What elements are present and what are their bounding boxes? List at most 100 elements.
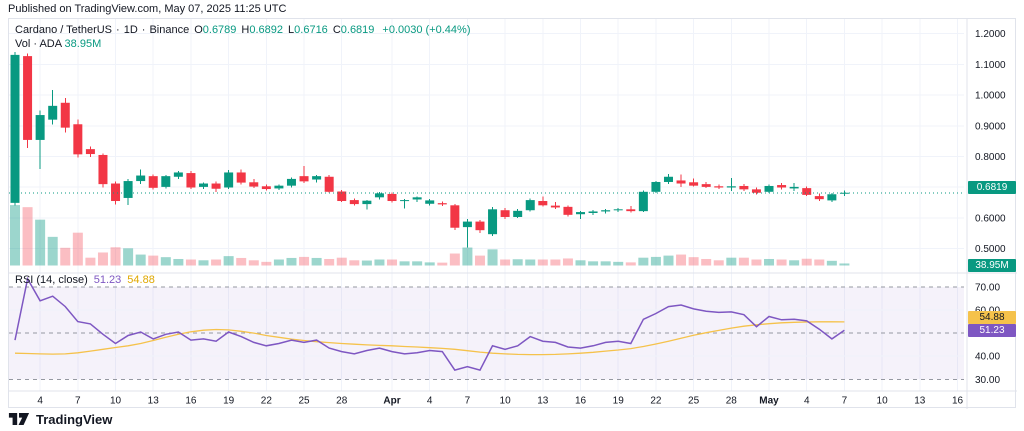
tradingview-brand-text: TradingView (36, 411, 113, 427)
axis-borders (9, 19, 1017, 409)
candle (613, 209, 623, 211)
axis-label: 0.8000 (975, 152, 1006, 163)
axis-label: 7 (465, 396, 471, 407)
rsi-value: 51.23 (93, 274, 122, 286)
candle (425, 200, 435, 204)
volume-bar (361, 260, 372, 266)
volume-bar (223, 256, 234, 266)
volume-bar (324, 258, 335, 266)
candle (249, 182, 259, 187)
volume-bar (273, 259, 284, 266)
volume-bar (814, 259, 825, 266)
volume-bar (349, 260, 360, 266)
candle (412, 197, 422, 200)
candle (802, 188, 812, 195)
rsi-value-badge: 51.23 (968, 324, 1016, 337)
candle (136, 175, 146, 182)
axis-label: 13 (914, 396, 926, 407)
candle (525, 200, 535, 211)
tradingview-logo-icon (8, 413, 30, 425)
candle (676, 180, 686, 184)
volume-bar (638, 257, 649, 266)
rsi-line (14, 276, 845, 371)
candle (550, 205, 560, 208)
candle (751, 189, 761, 193)
volume-bar (299, 256, 310, 266)
volume-bar (588, 261, 599, 266)
axis-label: 22 (650, 396, 662, 407)
candle (726, 186, 736, 188)
candle (236, 172, 246, 183)
volume-bar (537, 259, 548, 266)
volume-bar (487, 249, 498, 266)
candle (299, 176, 309, 182)
change-value: +0.0030 (+0.44%) (382, 24, 471, 36)
candles (10, 52, 849, 248)
candle (638, 191, 648, 212)
interval-label: 1D (123, 24, 138, 36)
volume-legend: Vol · ADA 38.95M (15, 38, 101, 50)
volume-bar (135, 254, 146, 266)
price-axis-labels: 1.20001.10001.00000.90000.80000.70000.60… (975, 29, 1006, 255)
volume-badge: 38.95M (968, 259, 1016, 272)
volume-bar (160, 257, 171, 266)
volume-bar (676, 254, 687, 266)
volume-bar (449, 253, 460, 266)
volume-bar (424, 262, 435, 266)
candle (85, 149, 95, 155)
exchange-label: Binance (149, 24, 190, 36)
candle (286, 178, 296, 186)
candle (663, 176, 673, 182)
volume-bar (211, 259, 222, 266)
candle (626, 209, 636, 212)
volume-bar (148, 255, 159, 266)
volume-bar (600, 261, 611, 266)
volume-bar (575, 260, 586, 266)
candle (475, 221, 485, 231)
rsi-legend: RSI (14, close) 51.23 54.88 (15, 274, 155, 286)
low-label: L (288, 24, 295, 36)
chart-canvas: 1.20001.10001.00000.90000.80000.70000.60… (9, 19, 1017, 409)
volume-bar (311, 257, 322, 266)
close-price-badge: 0.6819 (968, 181, 1016, 194)
candle (701, 184, 711, 187)
axis-label: Apr (383, 396, 400, 407)
published-header: Published on TradingView.com, May 07, 20… (8, 3, 287, 15)
volume-bar (550, 259, 561, 266)
candle (827, 194, 837, 201)
tradingview-attribution-link[interactable]: TradingView (8, 411, 112, 427)
candle (789, 186, 799, 189)
volume-bar (839, 263, 850, 266)
volume-bar (47, 236, 58, 266)
volume-bar (35, 219, 46, 266)
axis-label: 19 (223, 396, 235, 407)
high-value: 0.6892 (249, 24, 284, 36)
candle (48, 105, 58, 120)
axis-label: 4 (427, 396, 433, 407)
volume-bar (85, 257, 96, 266)
candle (73, 124, 83, 155)
volume-bar (764, 258, 775, 266)
axis-label: 4 (37, 396, 43, 407)
axis-label: 4 (804, 396, 810, 407)
volume-bar (663, 255, 674, 266)
axis-label: 25 (688, 396, 700, 407)
volume-bar (500, 259, 511, 266)
rsi-ma-line-group (14, 321, 845, 356)
axis-label: 16 (952, 396, 964, 407)
volume-bar (185, 259, 196, 266)
axis-label: 28 (726, 396, 738, 407)
candle (739, 185, 749, 190)
candle (161, 176, 171, 187)
candle (462, 221, 472, 228)
axis-label: 25 (298, 396, 310, 407)
axis-label: 22 (261, 396, 273, 407)
volume-bar (123, 248, 134, 266)
volume-bar (688, 257, 699, 266)
separator: · (141, 24, 146, 36)
volume-bar (525, 259, 536, 266)
candle (576, 212, 586, 215)
volume-bar (10, 205, 20, 266)
gridlines (9, 19, 964, 391)
candle (337, 191, 347, 202)
